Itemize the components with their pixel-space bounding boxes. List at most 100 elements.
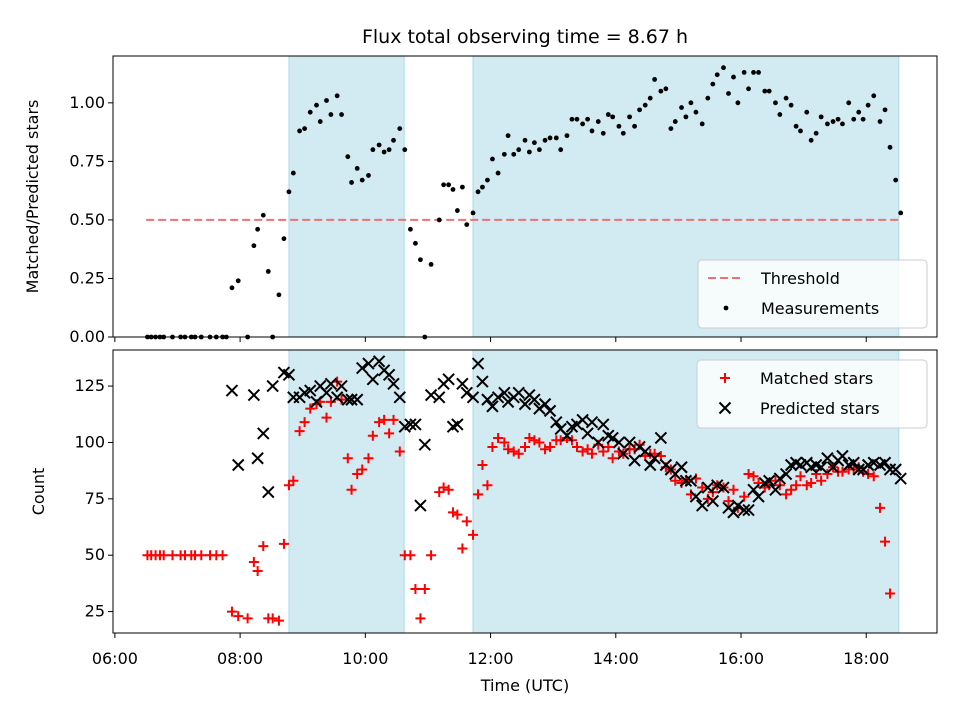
matched-star-point	[299, 417, 310, 428]
measurement-point	[558, 147, 564, 153]
measurement-point	[470, 210, 476, 216]
predicted-star-point	[442, 373, 455, 386]
matched-star-point	[529, 435, 540, 446]
predicted-star-point	[654, 431, 668, 445]
matched-star-point	[534, 437, 545, 448]
predicted-star-point	[623, 436, 636, 449]
matched-star-point	[477, 460, 488, 471]
measurement-point	[688, 100, 694, 106]
predicted-star-point	[460, 386, 473, 400]
predicted-star-point	[324, 377, 338, 391]
predicted-star-point	[773, 472, 787, 485]
measurement-point	[580, 121, 586, 127]
matched-star-point	[739, 491, 750, 502]
measurement-point	[485, 177, 490, 183]
measurement-point	[808, 137, 814, 143]
predicted-star-point	[612, 436, 626, 449]
matched-star-point	[508, 446, 519, 457]
predicted-star-point	[639, 445, 652, 458]
predicted-star-point	[409, 418, 422, 431]
matched-star-point	[443, 484, 454, 495]
measurement-point	[731, 74, 736, 80]
measurement-point	[531, 140, 537, 146]
measurement-point	[314, 102, 319, 108]
measurement-point	[642, 102, 648, 108]
matched-star-point	[816, 475, 827, 486]
matched-star-point	[363, 453, 374, 464]
matched-star-point	[545, 441, 556, 452]
matched-star-point	[875, 502, 886, 513]
measurement-point	[741, 69, 747, 75]
predicted-star-point	[456, 377, 469, 391]
predicted-star-point	[742, 503, 755, 517]
measurement-point	[537, 147, 542, 153]
predicted-star-point	[597, 418, 610, 431]
measurement-point	[882, 107, 888, 113]
measurement-point	[865, 102, 871, 108]
matched-star-point	[278, 538, 289, 549]
matched-star-point	[868, 471, 879, 482]
measurement-point	[359, 177, 365, 183]
measurement-point	[255, 226, 261, 232]
predicted-star-point	[404, 418, 417, 431]
matched-star-point	[283, 480, 294, 491]
matched-star-point	[786, 484, 797, 495]
y-tick-label: 75	[85, 489, 105, 508]
predicted-star-point	[262, 485, 275, 499]
measurement-point	[229, 285, 235, 291]
measurement-point	[705, 95, 711, 101]
predicted-star-point	[737, 503, 751, 517]
predicted-star-point	[675, 461, 688, 474]
matched-star-point	[374, 417, 385, 428]
measurement-point	[710, 81, 716, 87]
matched-star-point	[342, 453, 353, 464]
measurement-point	[766, 88, 772, 94]
predicted-star-point	[257, 427, 270, 440]
measurement-point	[825, 121, 830, 127]
predicted-star-point	[606, 431, 619, 445]
measurement-point	[818, 114, 824, 120]
predicted-star-point	[847, 456, 860, 469]
predicted-star-point	[282, 368, 296, 382]
ratio-series	[145, 65, 904, 340]
predicted-star-point	[247, 388, 261, 402]
measurement-point	[553, 135, 559, 141]
predicted-star-point	[836, 449, 849, 463]
measurement-point	[721, 65, 726, 71]
matched-star-point	[273, 615, 284, 626]
matched-star-point	[806, 478, 817, 489]
count-axes: 25 50 75 100 125	[74, 376, 867, 638]
predicted-star-point	[701, 481, 715, 494]
ratio-y-axis-label: Matched/Predicted stars	[23, 100, 42, 294]
measurement-point	[260, 212, 266, 218]
matched-star-point	[384, 428, 395, 439]
measurement-point	[349, 180, 354, 185]
predicted-star-point	[779, 467, 793, 481]
count-y-axis-label: Count	[29, 468, 48, 516]
measurement-point	[777, 112, 783, 117]
matched-star-point	[781, 489, 792, 500]
predicted-star-point	[747, 483, 760, 497]
predicted-star-point	[498, 386, 511, 400]
measurement-point	[446, 182, 452, 188]
predicted-star-point	[320, 386, 333, 400]
measurement-point	[397, 126, 403, 131]
matched-star-point	[748, 471, 759, 482]
matched-star-point	[753, 478, 764, 489]
legend-predicted-swatch	[718, 401, 732, 415]
matched-star-point	[493, 432, 504, 443]
measurement-point	[464, 222, 470, 228]
measurement-point	[793, 123, 799, 129]
matched-star-point	[242, 613, 253, 624]
legend-label: Threshold	[760, 269, 840, 288]
predicted-star-point	[355, 361, 369, 375]
measurement-point	[668, 126, 674, 131]
predicted-star-point	[466, 391, 480, 404]
measurement-point	[620, 130, 626, 136]
measurement-point	[522, 137, 528, 143]
predicted-star-point	[330, 391, 344, 404]
matched-star-point	[811, 469, 822, 480]
measurement-point	[658, 88, 664, 94]
measurement-point	[783, 95, 789, 101]
legend-label: Predicted stars	[760, 399, 880, 418]
